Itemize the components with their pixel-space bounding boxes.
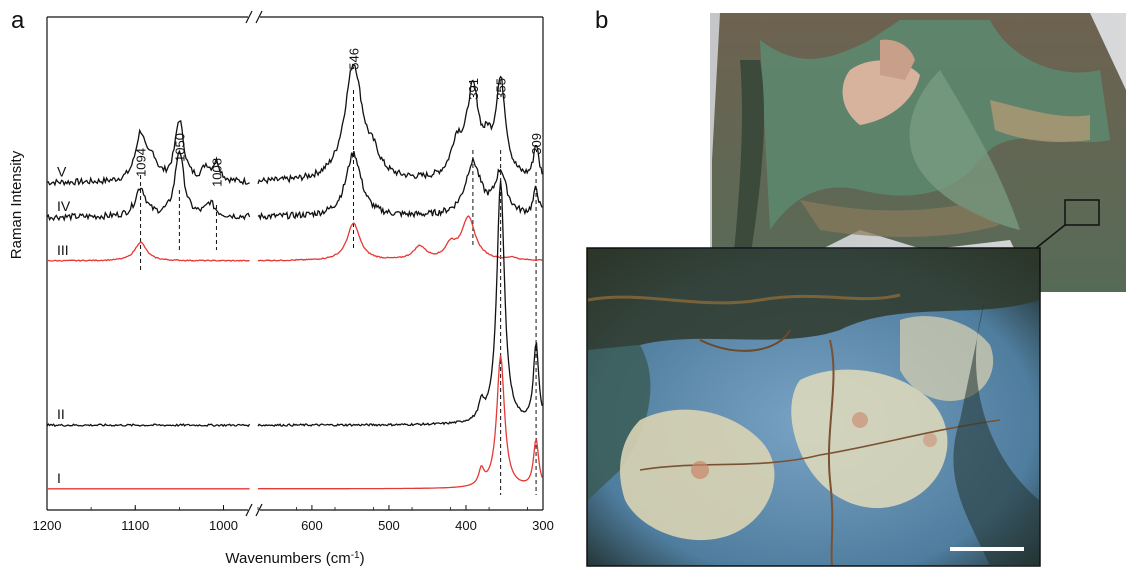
series-label: I xyxy=(57,470,61,486)
series-II-line xyxy=(46,423,251,428)
region-of-interest-box xyxy=(1064,199,1100,226)
x-tick-label: 600 xyxy=(301,518,323,533)
peak-label: 391 xyxy=(466,78,481,100)
peak-label: 1050 xyxy=(172,133,187,162)
panel-label-b: b xyxy=(595,7,609,34)
micrograph-inset xyxy=(586,247,1041,567)
series-lines xyxy=(46,63,543,490)
sculpture-image xyxy=(710,13,1126,292)
peak-label: 355 xyxy=(494,78,509,100)
series-V-line xyxy=(46,120,250,187)
series-III-line xyxy=(257,215,543,262)
series-label: V xyxy=(57,164,67,180)
peak-label: 309 xyxy=(529,133,544,155)
x-tick-label: 1100 xyxy=(121,518,149,533)
x-tick-label: 1000 xyxy=(209,518,238,533)
series-label: III xyxy=(57,242,69,258)
series-II-line xyxy=(257,180,543,427)
x-tick-label: 300 xyxy=(532,518,554,533)
peak-label: 1094 xyxy=(134,148,149,177)
series-IV-line xyxy=(257,150,543,221)
peak-label: 1008 xyxy=(209,158,224,187)
series-V-line xyxy=(257,63,543,185)
bottom-axis-break-mark xyxy=(245,503,253,517)
bottom-axis-break-mark xyxy=(255,503,263,517)
x-tick-label: 500 xyxy=(378,518,400,533)
x-axis-label: Wavenumbers (cm-1) xyxy=(225,550,364,568)
zoom-connector-line xyxy=(1034,224,1066,250)
series-label: II xyxy=(57,406,65,422)
y-axis-label: Raman Intensity xyxy=(8,150,25,259)
top-axis-break-mark xyxy=(245,10,253,24)
chart-axes: 1200 1100 1000 600 500 400 300 xyxy=(33,10,554,533)
series-IV-line xyxy=(46,149,251,222)
x-tick-label: 1200 xyxy=(33,518,62,533)
panel-label-a: a xyxy=(11,7,25,34)
series-label: IV xyxy=(57,198,71,214)
raman-spectra-chart: 1200 1100 1000 600 500 400 300 VIVIIIIII109410… xyxy=(8,10,554,568)
series-III-line xyxy=(46,241,250,262)
peak-label: 546 xyxy=(347,48,362,70)
top-axis-break-mark xyxy=(255,10,263,24)
x-tick-label: 400 xyxy=(455,518,477,533)
series-I-line xyxy=(258,355,543,490)
scale-bar xyxy=(950,547,1024,551)
